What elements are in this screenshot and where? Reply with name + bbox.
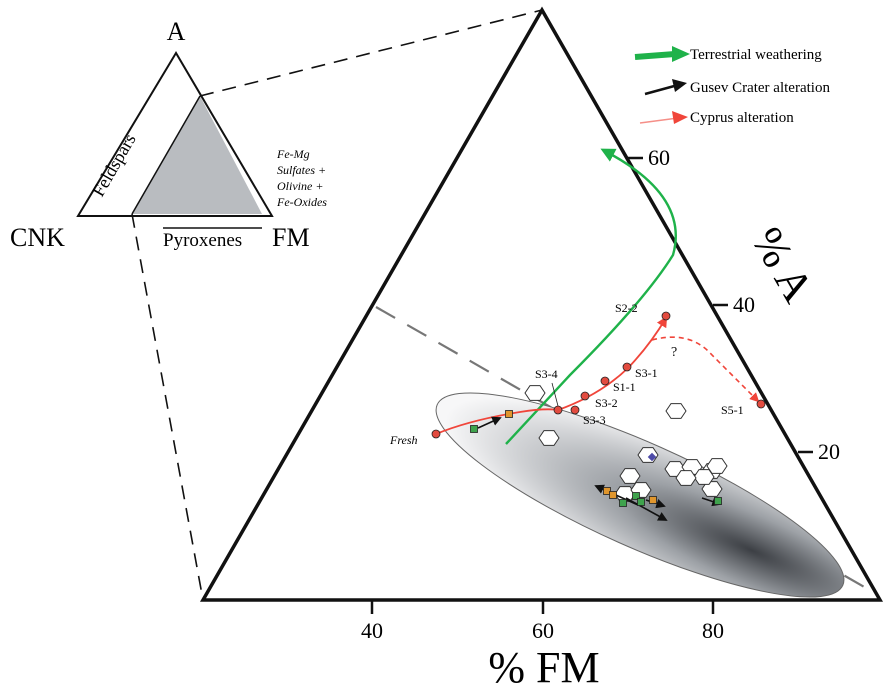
sample-label-fresh: Fresh [389, 433, 418, 447]
legend-gusev: Gusev Crater alteration [644, 79, 830, 96]
sample-point-s2-2 [661, 311, 671, 321]
hexagon-marker [693, 469, 715, 485]
legend-cyprus: Cyprus alteration [639, 110, 794, 126]
sample-label-s2-2: S2-2 [615, 301, 638, 315]
main-triangle [199, 6, 884, 602]
hexagon-marker [675, 470, 697, 486]
svg-text:Fe-Oxides: Fe-Oxides [276, 195, 327, 209]
cyprus-alteration-dashed [651, 336, 760, 403]
legend-cyprus-label: Cyprus alteration [690, 110, 794, 126]
fm-axis-ticks [370, 600, 715, 614]
inset-triangle: A CNK FM Feldspars Pyroxenes Fe-Mg Sulfa… [10, 17, 327, 252]
legend-gusev-label: Gusev Crater alteration [690, 80, 830, 96]
orange-square-marker [505, 410, 513, 418]
green-square-marker [714, 497, 722, 505]
svg-text:Fe-Mg: Fe-Mg [276, 147, 310, 161]
orange-square-marker [609, 491, 617, 499]
a-tick-60: 60 [648, 145, 670, 170]
svg-text:Olivine +: Olivine + [277, 179, 323, 193]
sample-points: Fresh S3-4 S3-3 S3-2 S1-1S3-1 S2-2 S5-1 [389, 301, 766, 447]
inset-apex-fm: FM [272, 223, 310, 252]
green-square-marker [470, 425, 478, 433]
fm-axis-label: % FM [488, 643, 599, 685]
sample-point-s1-1 [600, 376, 610, 386]
fm-tick-40: 40 [361, 618, 383, 643]
sample-point-s3-2 [580, 391, 590, 401]
sample-point-s3-1 [622, 362, 632, 372]
a-tick-40: 40 [733, 292, 755, 317]
hexagon-marker [619, 468, 641, 484]
inset-gray-region [132, 96, 262, 214]
green-square-marker [619, 499, 627, 507]
legend: Terrestrial weathering Gusev Crater alte… [634, 46, 830, 126]
sample-leader-line [551, 382, 559, 407]
sample-label-s3-3: S3-3 [583, 413, 606, 427]
square-markers [470, 410, 722, 507]
sample-label-s1-1: S1-1 [613, 380, 636, 394]
sample-label-s5-1: S5-1 [721, 403, 744, 417]
inset-outline [76, 51, 274, 217]
sample-point-s3-3 [570, 405, 580, 415]
orange-square-marker [603, 487, 611, 495]
orange-square-marker [649, 496, 657, 504]
fm-tick-60: 60 [532, 618, 554, 643]
hexagon-marker [665, 403, 687, 419]
green-square-marker [637, 498, 645, 506]
sample-point-s5-1 [756, 399, 766, 409]
pyroxenes-label: Pyroxenes [163, 230, 242, 251]
hexagon-marker [524, 385, 546, 401]
zoom-lines [131, 9, 543, 601]
hexagon-marker [637, 447, 659, 463]
hexagon-marker [538, 430, 560, 446]
fe-mg-note: Fe-Mg Sulfates + Olivine + Fe-Oxides [276, 147, 327, 209]
fm-tick-80: 80 [702, 618, 724, 643]
hexagon-marker [706, 458, 728, 474]
inset-apex-cnk: CNK [10, 223, 65, 252]
sample-label-s3-2: S3-2 [595, 396, 618, 410]
blue-diamond-marker [647, 452, 657, 462]
inset-apex-a: A [167, 17, 186, 46]
legend-terrestrial-label: Terrestrial weathering [690, 47, 822, 63]
terrestrial-weathering-path [505, 148, 677, 445]
a-tick-20: 20 [818, 439, 840, 464]
a-axis-ticks [628, 156, 813, 454]
green-square-marker [632, 492, 640, 500]
sample-point-s3-4 [553, 405, 563, 415]
sample-label-s3-4: S3-4 [535, 367, 558, 381]
sample-label-s3-1: S3-1 [635, 366, 658, 380]
feldspars-label: Feldspars [88, 130, 140, 200]
legend-terrestrial: Terrestrial weathering [634, 46, 822, 63]
sample-point-fresh [431, 429, 441, 439]
question-mark: ? [671, 345, 677, 360]
svg-text:Sulfates +: Sulfates + [277, 163, 326, 177]
hexagon-marker [701, 481, 723, 497]
